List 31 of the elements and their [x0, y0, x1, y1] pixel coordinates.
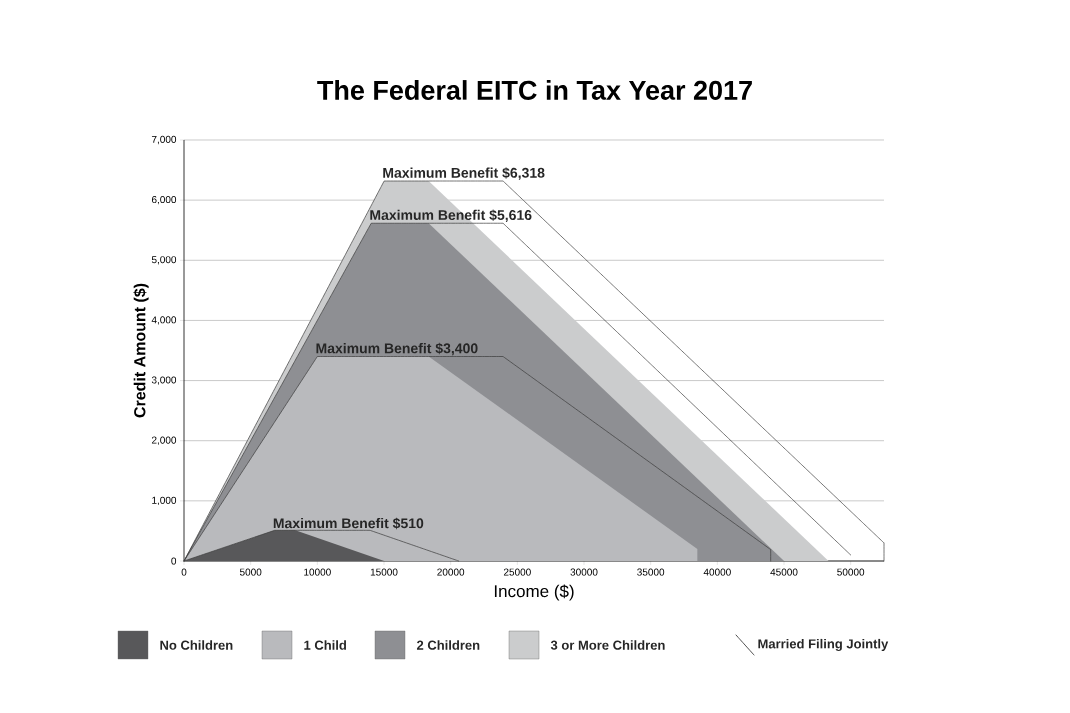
x-tick-label: 10000	[304, 568, 331, 576]
y-tick-label: 5,000	[151, 256, 177, 265]
legend-label: 2 Children	[416, 640, 480, 650]
x-tick-label: 15000	[370, 568, 398, 576]
annotation: Maximum Benefit $510	[273, 517, 424, 530]
y-tick-label: 1,000	[152, 496, 177, 505]
x-tick-label: 5000	[239, 568, 262, 576]
annotation: Maximum Benefit $3,400	[316, 342, 478, 356]
annotation: Maximum Benefit $6,318	[383, 167, 545, 180]
y-tick-label: 6,000	[151, 196, 177, 205]
x-tick-label: 50000	[837, 568, 865, 576]
x-tick-label: 30000	[570, 568, 598, 576]
y-tick-label: 0	[171, 557, 177, 565]
legend-label: Married Filing Jointly	[758, 638, 889, 652]
legend-label: 3 or More Children	[550, 640, 665, 650]
y-axis-title: Credit Amount ($)	[133, 283, 149, 418]
chart-title: The Federal EITC in Tax Year 2017	[317, 80, 752, 100]
y-tick-label: 2,000	[151, 436, 177, 445]
x-tick-label: 35000	[637, 568, 665, 576]
y-tick-label: 4,000	[151, 316, 177, 325]
x-tick-label: 40000	[703, 568, 731, 576]
y-tick-label: 3,000	[151, 376, 177, 385]
legend-label: No Children	[160, 640, 233, 650]
x-axis-title: Income ($)	[494, 584, 574, 601]
x-tick-label: 0	[181, 568, 187, 576]
legend-label: 1 Child	[304, 640, 346, 650]
x-tick-label: 20000	[437, 568, 465, 576]
annotation: Maximum Benefit $5,616	[370, 209, 532, 223]
x-tick-label: 45000	[770, 568, 798, 576]
y-tick-label: 7,000	[151, 135, 177, 145]
x-tick-label: 25000	[503, 568, 531, 576]
